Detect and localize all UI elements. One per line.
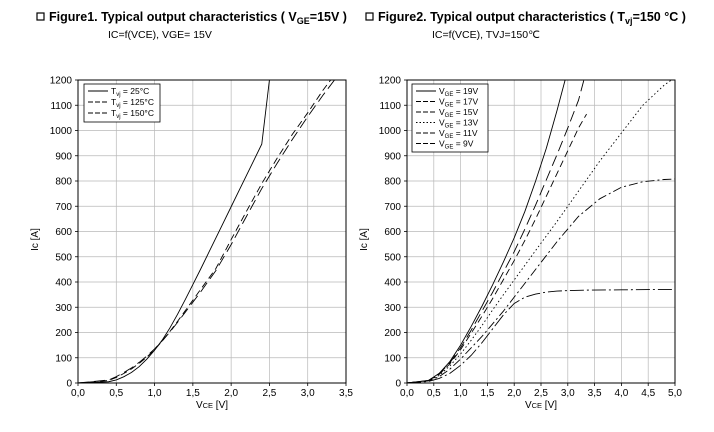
- figure1-header: Figure1. Typical output characteristics …: [36, 10, 347, 41]
- y-tick-label: 600: [55, 227, 72, 238]
- x-tick-label: 5,0: [668, 388, 682, 399]
- series-line-1: [407, 80, 585, 383]
- x-tick-label: 0,5: [109, 388, 123, 399]
- y-tick-label: 600: [384, 227, 401, 238]
- y-tick-label: 400: [55, 278, 72, 289]
- figure2-bullet-icon: [365, 12, 374, 21]
- series-line-5: [407, 289, 675, 383]
- legend-entry: Tvj = 125°C: [111, 97, 154, 109]
- legend-entry: VGE = 13V: [439, 118, 478, 130]
- figure1-title: Figure1. Typical output characteristics …: [49, 10, 347, 26]
- series-line-1: [78, 80, 332, 383]
- y-tick-label: 900: [55, 151, 72, 162]
- y-tick-label: 100: [384, 353, 401, 364]
- y-tick-label: 300: [384, 303, 401, 314]
- x-tick-label: 2,5: [534, 388, 548, 399]
- x-tick-label: 3,5: [339, 388, 353, 399]
- y-tick-label: 300: [55, 303, 72, 314]
- legend-box: [83, 83, 161, 123]
- x-tick-label: 2,5: [262, 388, 276, 399]
- legend-entry: Tvj = 150°C: [111, 108, 154, 120]
- y-tick-label: 500: [55, 252, 72, 263]
- y-tick-label: 1200: [50, 76, 73, 87]
- x-axis-label: VCE [V]: [525, 400, 557, 411]
- x-tick-label: 4,0: [614, 388, 628, 399]
- x-tick-label: 3,5: [588, 388, 602, 399]
- x-axis-label: VCE [V]: [196, 400, 228, 411]
- plot-frame: [406, 79, 676, 384]
- x-tick-label: 1,0: [454, 388, 468, 399]
- y-tick-label: 200: [384, 328, 401, 339]
- figure1-bullet-icon: [36, 12, 45, 21]
- y-tick-label: 100: [55, 353, 72, 364]
- y-tick-label: 800: [384, 177, 401, 188]
- y-tick-label: 800: [55, 177, 72, 188]
- series-line-2: [407, 113, 587, 383]
- y-tick-label: 1100: [379, 101, 401, 112]
- legend-entry: VGE = 11V: [439, 128, 478, 140]
- legend-entry: VGE = 19V: [439, 86, 478, 98]
- x-tick-label: 2,0: [507, 388, 521, 399]
- series-line-0: [78, 80, 270, 383]
- plot-frame: [77, 79, 347, 384]
- legend-entry: VGE = 9V: [439, 139, 474, 151]
- y-tick-label: 0: [395, 379, 401, 390]
- y-tick-label: 1000: [379, 126, 402, 137]
- legend-entry: VGE = 15V: [439, 107, 478, 119]
- y-tick-label: 1100: [50, 101, 72, 112]
- y-tick-label: 1000: [50, 126, 73, 137]
- series-line-4: [407, 178, 675, 383]
- y-tick-label: 500: [384, 252, 401, 263]
- legend-box: [411, 83, 489, 153]
- x-tick-label: 0,0: [400, 388, 414, 399]
- x-tick-label: 0,5: [427, 388, 441, 399]
- x-tick-label: 3,0: [301, 388, 315, 399]
- x-tick-label: 3,0: [561, 388, 575, 399]
- x-tick-label: 1,0: [148, 388, 162, 399]
- y-tick-label: 900: [384, 151, 401, 162]
- legend-entry: Tvj = 25°C: [111, 86, 149, 98]
- legend-entry: VGE = 17V: [439, 97, 478, 109]
- y-axis-label: Ic [A]: [359, 228, 370, 251]
- x-tick-label: 4,5: [641, 388, 655, 399]
- y-tick-label: 700: [55, 202, 72, 213]
- figure2-title: Figure2. Typical output characteristics …: [378, 10, 686, 26]
- series-line-2: [78, 80, 335, 383]
- chart2-plot: 0,0 0,5 1,0 1,5 2,0 2,5 3,0 3,5 4,0 4,5 5,0 0 100 200…: [359, 76, 682, 412]
- chart1-plot: 0,0 0,5 1,0 1,5 2,0 2,5 3,0 3,5 0 100 200 300 400 500…: [30, 76, 353, 412]
- x-tick-label: 2,0: [224, 388, 238, 399]
- series-line-0: [407, 80, 566, 383]
- y-axis-label: Ic [A]: [30, 228, 41, 251]
- x-tick-label: 1,5: [186, 388, 200, 399]
- y-tick-label: 0: [66, 379, 72, 390]
- y-tick-label: 200: [55, 328, 72, 339]
- figure2-header: Figure2. Typical output characteristics …: [365, 10, 686, 41]
- x-tick-label: 0,0: [71, 388, 85, 399]
- y-tick-label: 700: [384, 202, 401, 213]
- y-tick-label: 400: [384, 278, 401, 289]
- x-tick-label: 1,5: [480, 388, 494, 399]
- figure1-subtitle: IC=f(VCE), VGE= 15V: [108, 29, 212, 41]
- y-tick-label: 1200: [379, 76, 402, 87]
- figure2-subtitle: IC=f(VCE), TVJ=150℃: [432, 29, 540, 41]
